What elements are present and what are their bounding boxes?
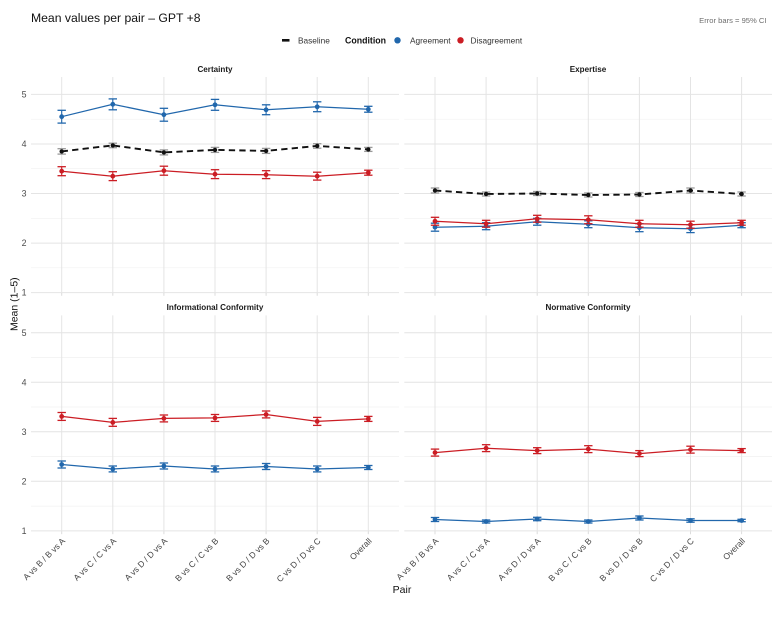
svg-text:Pair: Pair (393, 584, 412, 596)
svg-text:3: 3 (22, 427, 27, 437)
svg-text:4: 4 (22, 377, 27, 387)
svg-text:2: 2 (22, 476, 27, 486)
svg-text:Mean (1–5): Mean (1–5) (9, 277, 21, 331)
svg-text:4: 4 (22, 139, 27, 149)
svg-text:Normative Conformity: Normative Conformity (546, 303, 631, 312)
svg-text:1: 1 (22, 288, 27, 298)
svg-text:Informational Conformity: Informational Conformity (167, 303, 264, 312)
svg-text:2: 2 (22, 238, 27, 248)
svg-text:Expertise: Expertise (570, 65, 607, 74)
svg-text:Agreement: Agreement (410, 35, 451, 45)
svg-text:3: 3 (22, 189, 27, 199)
svg-text:5: 5 (22, 328, 27, 338)
svg-text:Certainty: Certainty (197, 65, 233, 74)
svg-text:1: 1 (22, 526, 27, 536)
svg-text:Condition: Condition (345, 35, 386, 45)
svg-text:Error bars = 95% CI: Error bars = 95% CI (699, 16, 766, 25)
svg-text:Baseline: Baseline (298, 35, 330, 45)
svg-text:5: 5 (22, 90, 27, 100)
svg-text:Disagreement: Disagreement (471, 35, 523, 45)
svg-text:Mean values per pair – GPT +8: Mean values per pair – GPT +8 (31, 11, 201, 25)
